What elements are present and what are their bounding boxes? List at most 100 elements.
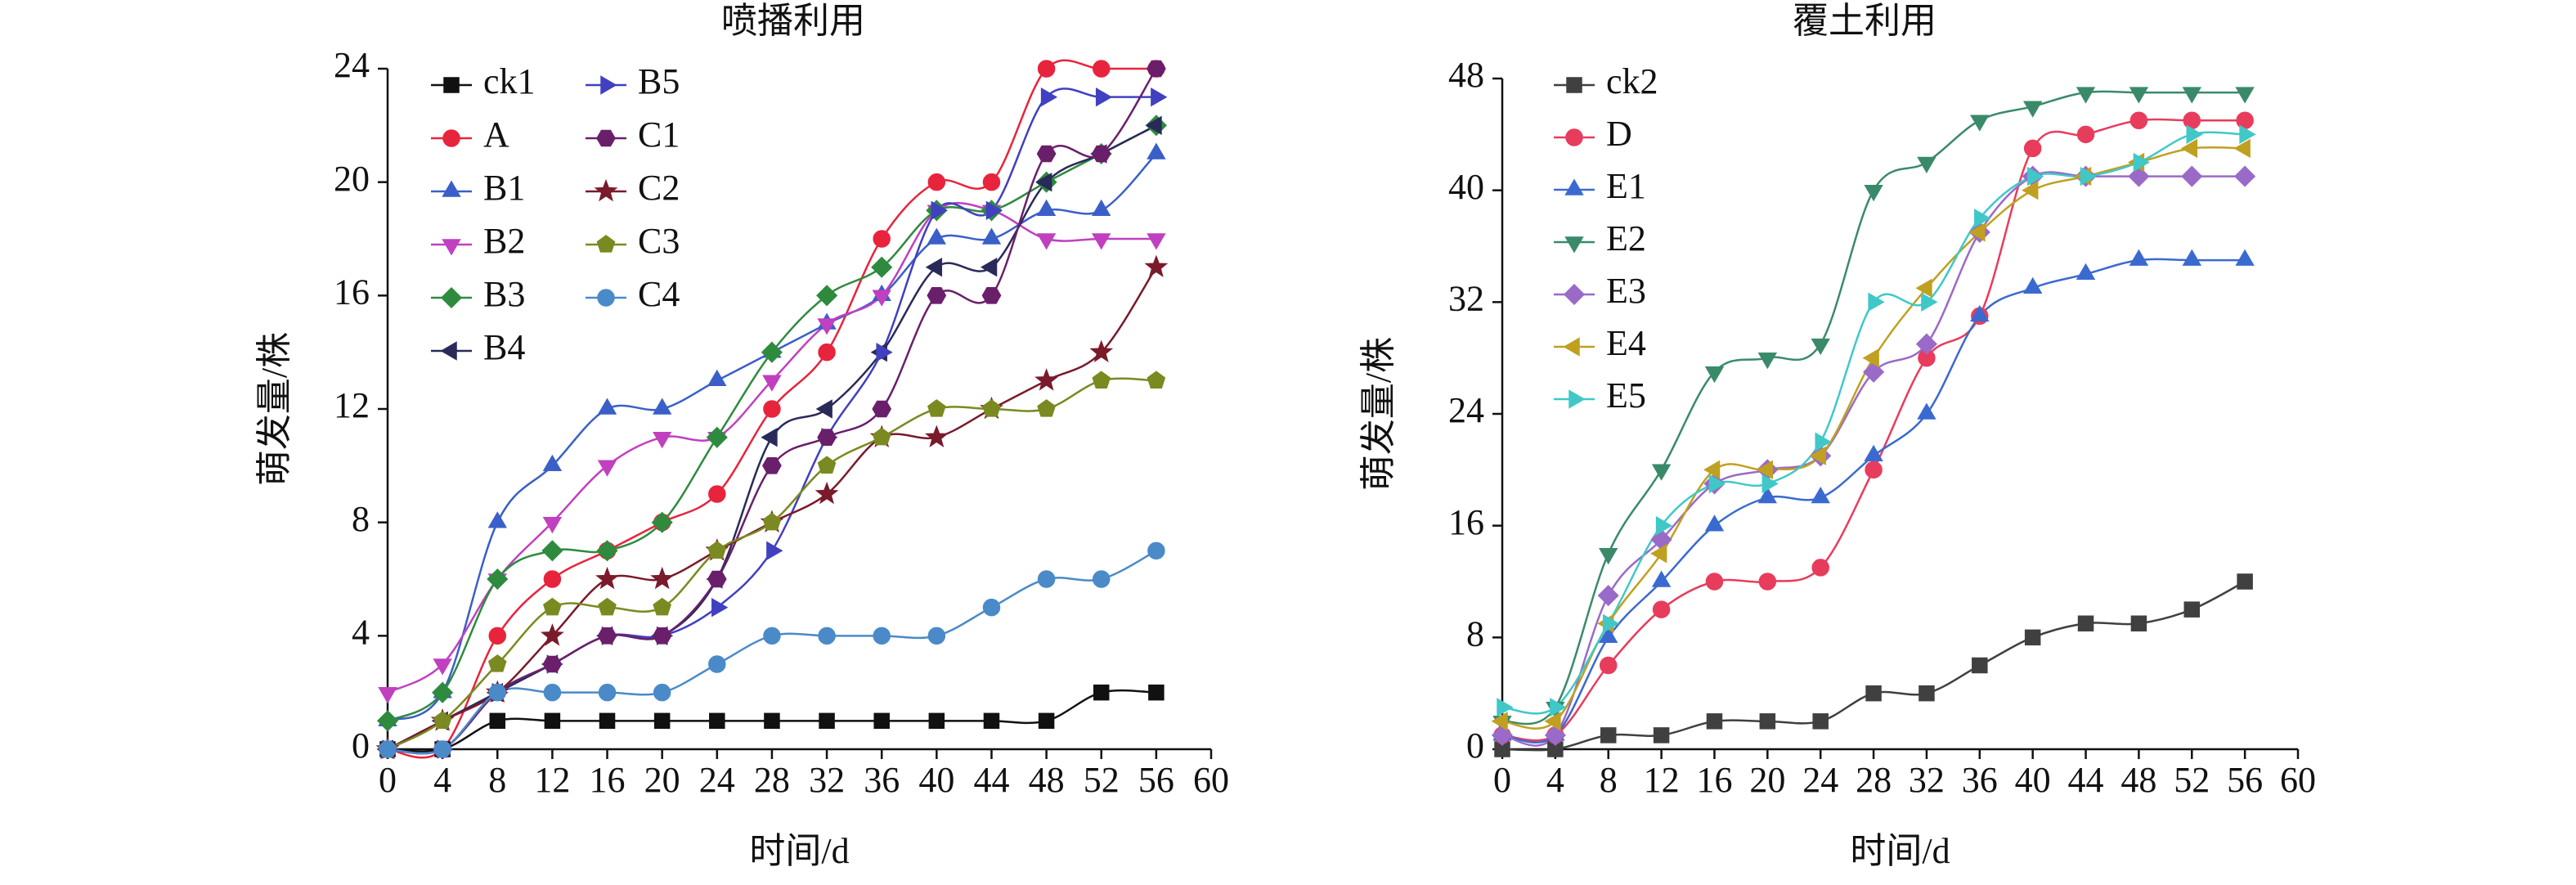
data-point	[709, 712, 725, 730]
data-point	[928, 712, 945, 730]
legend-marker	[442, 239, 461, 256]
data-point	[653, 597, 671, 616]
x-tick-label: 0	[379, 760, 397, 800]
data-point	[1812, 713, 1829, 730]
y-tick-label: 24	[334, 45, 370, 85]
legend-label: E2	[1606, 218, 1646, 258]
data-point	[762, 512, 782, 531]
data-point	[707, 570, 727, 588]
legend-marker	[1564, 236, 1584, 254]
data-point	[597, 398, 617, 415]
y-tick-label: 20	[334, 159, 370, 199]
data-point	[2235, 87, 2255, 104]
legend-marker	[440, 286, 463, 309]
data-point	[1597, 585, 1619, 607]
data-point	[2133, 152, 2150, 173]
data-point	[873, 712, 890, 730]
legend-label: B5	[638, 61, 680, 101]
data-point	[432, 681, 454, 703]
data-point	[2239, 124, 2256, 144]
x-tick-label: 12	[534, 760, 570, 800]
data-point	[708, 655, 726, 673]
data-point	[2077, 615, 2094, 631]
legend-label: A	[483, 115, 509, 155]
data-point	[1758, 573, 1777, 591]
data-point	[1703, 460, 1721, 479]
data-point	[487, 568, 509, 591]
data-point	[1599, 626, 1618, 644]
data-point	[1759, 713, 1776, 730]
data-point	[2235, 249, 2255, 266]
data-point	[927, 227, 946, 245]
data-point	[1147, 371, 1166, 389]
data-point	[1491, 712, 1508, 731]
legend-marker	[1566, 77, 1582, 93]
legend-marker	[442, 180, 461, 197]
legend-marker	[1563, 337, 1580, 357]
data-point	[817, 429, 837, 446]
data-point	[816, 285, 838, 307]
data-point	[876, 343, 893, 362]
legend-label: E3	[1606, 271, 1646, 311]
data-point	[542, 454, 563, 472]
data-point	[2129, 249, 2149, 266]
x-tick-label: 60	[2280, 760, 2316, 800]
data-point	[1147, 60, 1166, 78]
legend-label: C3	[638, 221, 680, 261]
data-point	[1036, 145, 1057, 163]
data-point	[2026, 166, 2044, 186]
data-point	[818, 627, 836, 645]
data-point	[541, 540, 563, 562]
data-point	[1036, 233, 1057, 250]
x-tick-label: 0	[1493, 760, 1511, 800]
data-point	[1599, 656, 1618, 675]
legend-label: ck1	[483, 61, 536, 101]
data-point	[707, 369, 727, 387]
chart-title: 喷播利用	[721, 1, 865, 41]
data-point	[599, 712, 616, 730]
x-axis-label: 时间/d	[1850, 831, 1950, 871]
data-point	[433, 711, 452, 729]
data-point	[2130, 615, 2147, 631]
legend-marker	[600, 75, 617, 95]
data-point	[761, 341, 783, 363]
data-point	[707, 541, 727, 559]
data-point	[2128, 165, 2150, 187]
data-point	[815, 481, 839, 505]
data-point	[1915, 333, 1937, 355]
data-point	[1092, 371, 1111, 389]
x-tick-label: 32	[809, 760, 845, 800]
data-point	[1864, 444, 1883, 462]
data-point	[1811, 487, 1830, 504]
data-point	[1757, 352, 1777, 370]
legend-label: B1	[483, 168, 525, 208]
data-point	[1602, 613, 1620, 633]
x-tick-label: 32	[1909, 760, 1945, 800]
data-point	[2181, 165, 2203, 187]
data-point	[1599, 548, 1618, 565]
data-point	[2182, 87, 2201, 104]
data-point	[595, 566, 619, 590]
data-point	[1036, 199, 1057, 217]
data-point	[543, 683, 562, 702]
legend-label: E4	[1606, 323, 1646, 363]
data-point	[542, 655, 563, 673]
data-point	[1151, 88, 1168, 107]
data-point	[2183, 601, 2201, 618]
x-tick-label: 8	[1600, 760, 1618, 800]
data-point	[2022, 181, 2039, 200]
x-tick-label: 16	[1696, 760, 1732, 800]
data-point	[1653, 727, 1670, 743]
data-point	[433, 658, 452, 676]
data-point	[981, 258, 998, 277]
data-point	[1655, 516, 1673, 536]
data-point	[815, 399, 832, 419]
data-point	[817, 456, 837, 474]
data-point	[1708, 474, 1726, 494]
x-tick-label: 44	[973, 760, 1009, 800]
legend-label: B3	[483, 274, 525, 314]
x-tick-label: 28	[754, 760, 790, 800]
data-point	[653, 712, 671, 730]
data-point	[1968, 222, 1986, 242]
